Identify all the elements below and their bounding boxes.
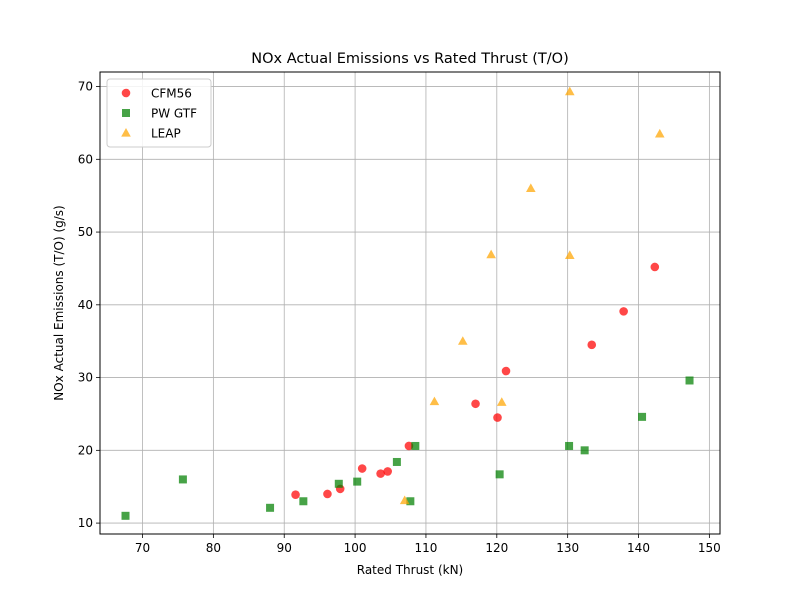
y-tick-label: 20 <box>78 443 93 457</box>
data-point <box>357 464 367 473</box>
chart-title: NOx Actual Emissions vs Rated Thrust (T/… <box>251 51 569 67</box>
data-point <box>178 475 187 484</box>
y-tick-label: 40 <box>78 298 93 312</box>
data-point <box>685 376 694 385</box>
y-tick-label: 10 <box>78 516 93 530</box>
data-point <box>323 489 332 499</box>
legend: CFM56 PW GTF LEAP <box>106 78 212 148</box>
y-axis-ticks: 10 20 30 40 50 60 70 <box>78 80 100 530</box>
data-point <box>495 470 504 479</box>
data-point <box>334 479 343 488</box>
data-point <box>121 511 130 520</box>
data-point <box>501 366 511 376</box>
data-point <box>429 396 440 406</box>
legend-label: LEAP <box>151 127 181 141</box>
legend-label: PW GTF <box>151 107 197 121</box>
data-point <box>564 86 575 96</box>
data-point <box>291 490 300 500</box>
data-point <box>587 340 597 350</box>
data-point <box>486 249 496 259</box>
legend-marker <box>121 128 131 137</box>
series-pw-gtf <box>121 376 694 520</box>
legend-label: CFM56 <box>151 87 192 101</box>
data-point <box>411 441 420 450</box>
x-tick-label: 110 <box>414 541 437 555</box>
data-point <box>353 477 362 486</box>
x-axis-label: Rated Thrust (kN) <box>357 563 463 577</box>
data-point <box>565 441 574 450</box>
legend-box <box>106 78 212 148</box>
y-tick-label: 30 <box>78 371 93 385</box>
data-points <box>121 86 694 520</box>
data-point <box>406 497 415 506</box>
x-tick-label: 140 <box>627 541 650 555</box>
x-tick-label: 120 <box>485 541 508 555</box>
data-point <box>471 399 480 409</box>
y-tick-label: 60 <box>78 152 93 166</box>
x-axis-ticks: 70 80 90 100 110 120 130 140 150 <box>135 534 721 555</box>
x-tick-label: 90 <box>277 541 292 555</box>
data-point <box>457 336 468 345</box>
data-point <box>383 467 392 476</box>
grid-lines <box>100 72 720 534</box>
plot-frame <box>99 71 721 535</box>
data-point <box>299 497 308 506</box>
data-point <box>654 128 665 138</box>
data-point <box>493 413 502 422</box>
x-tick-label: 130 <box>556 541 579 555</box>
data-point <box>266 503 275 512</box>
data-point <box>564 250 575 259</box>
series-leap <box>399 86 665 505</box>
data-point <box>376 469 385 478</box>
data-point <box>399 495 410 505</box>
y-tick-label: 50 <box>78 225 93 239</box>
y-axis-label: NOx Actual Emissions (T/O) (g/s) <box>52 205 66 400</box>
x-tick-label: 150 <box>698 541 721 555</box>
x-tick-label: 70 <box>135 541 150 555</box>
legend-marker <box>122 109 130 117</box>
data-point <box>404 441 414 451</box>
data-point <box>619 307 628 316</box>
data-point <box>580 446 589 455</box>
x-tick-label: 80 <box>206 541 221 555</box>
data-point <box>526 183 536 193</box>
data-point <box>650 262 660 272</box>
data-point <box>392 457 401 466</box>
data-point <box>638 412 647 421</box>
y-tick-label: 70 <box>78 80 93 94</box>
data-point <box>496 397 507 406</box>
legend-marker <box>121 88 131 98</box>
x-tick-label: 100 <box>344 541 367 555</box>
